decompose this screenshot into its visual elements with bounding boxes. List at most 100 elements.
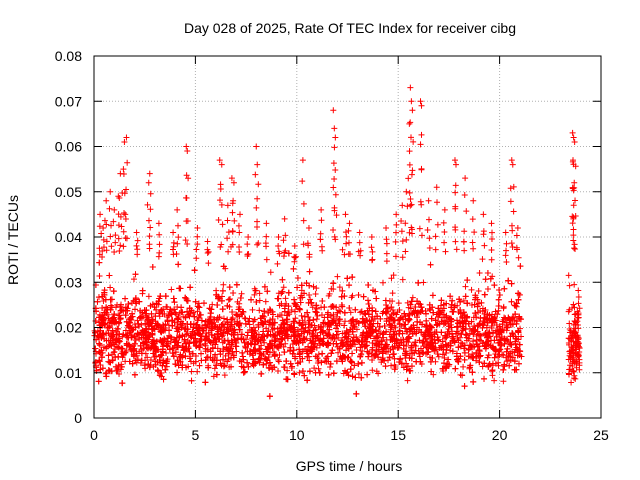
data-point (96, 358, 103, 365)
data-point (503, 348, 510, 355)
data-point (134, 356, 141, 363)
data-point (102, 370, 109, 377)
data-point (486, 361, 493, 368)
data-point (349, 373, 356, 380)
data-point (470, 338, 477, 345)
data-point (469, 369, 476, 376)
data-point (441, 355, 448, 362)
data-point (116, 338, 123, 345)
data-point (438, 318, 445, 325)
data-point (306, 291, 313, 298)
data-point (291, 296, 298, 303)
data-point (256, 307, 263, 314)
data-point (495, 353, 502, 360)
data-point (342, 318, 349, 325)
data-point (506, 362, 513, 369)
data-point (275, 368, 282, 375)
data-point (405, 334, 412, 341)
data-point (258, 334, 265, 341)
data-point (126, 344, 133, 351)
data-point (267, 269, 274, 276)
data-point (92, 360, 99, 367)
data-point (163, 303, 170, 310)
data-point (251, 291, 258, 298)
data-point (229, 309, 236, 316)
data-point (460, 297, 467, 304)
data-point (442, 335, 449, 342)
data-point (484, 354, 491, 361)
data-point (428, 336, 435, 343)
data-point (438, 329, 445, 336)
data-point (433, 311, 440, 318)
data-point (369, 356, 376, 363)
data-point (292, 315, 299, 322)
data-point (276, 351, 283, 358)
data-point (462, 293, 469, 300)
data-point (484, 285, 491, 292)
data-point (375, 354, 382, 361)
data-point (317, 236, 324, 243)
data-point (210, 337, 217, 344)
data-point (504, 345, 511, 352)
data-point (325, 331, 332, 338)
data-point (209, 301, 216, 308)
data-point (256, 290, 263, 297)
data-point (430, 371, 437, 378)
data-point (279, 276, 286, 283)
data-point (265, 354, 272, 361)
data-point (258, 342, 265, 349)
data-point (330, 286, 337, 293)
data-point (171, 306, 178, 313)
data-point (108, 296, 115, 303)
data-point (168, 286, 175, 293)
data-point (220, 281, 227, 288)
data-point (222, 352, 229, 359)
data-point (211, 365, 218, 372)
data-point (301, 372, 308, 379)
data-points (91, 84, 583, 400)
data-point (419, 349, 426, 356)
data-point (313, 302, 320, 309)
data-point (499, 351, 506, 358)
data-point (500, 305, 507, 312)
data-point (105, 366, 112, 373)
data-point (358, 374, 365, 381)
data-point (403, 338, 410, 345)
data-point (352, 374, 359, 381)
data-point (429, 333, 436, 340)
data-point (315, 337, 322, 344)
data-point (192, 298, 199, 305)
data-point (396, 330, 403, 337)
data-point (218, 333, 225, 340)
data-point (177, 351, 184, 358)
data-point (115, 325, 122, 332)
data-point (138, 313, 145, 320)
data-point (479, 363, 486, 370)
data-point (278, 312, 285, 319)
data-point (140, 339, 147, 346)
data-point (429, 292, 436, 299)
data-point (103, 373, 110, 380)
data-point (266, 359, 273, 366)
data-point (287, 344, 294, 351)
data-point (264, 288, 271, 295)
data-point (139, 287, 146, 294)
data-point (501, 363, 508, 370)
data-point (314, 312, 321, 319)
data-point (316, 336, 323, 343)
data-point (353, 326, 360, 333)
data-point (388, 304, 395, 311)
data-point (404, 335, 411, 342)
data-point (144, 354, 151, 361)
data-point (416, 350, 423, 357)
data-point (238, 290, 245, 297)
data-point (349, 292, 356, 299)
data-point (210, 373, 217, 380)
data-point (502, 337, 509, 344)
data-point (449, 348, 456, 355)
data-point (347, 309, 354, 316)
data-point (194, 303, 201, 310)
data-point (274, 313, 281, 320)
data-point (461, 349, 468, 356)
